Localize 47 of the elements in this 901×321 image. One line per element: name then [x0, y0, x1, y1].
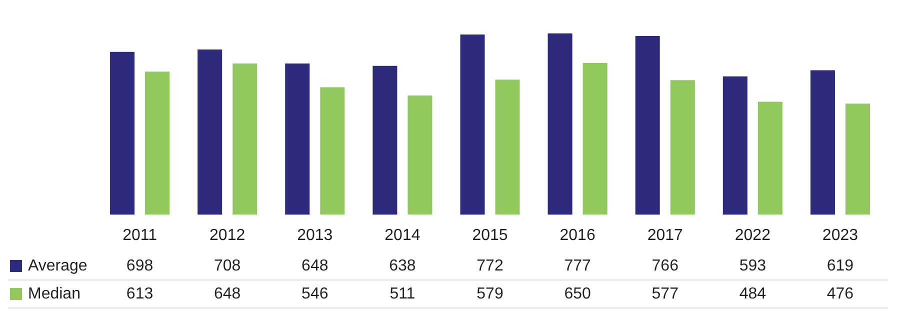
- data-label: 613: [126, 285, 154, 302]
- bar: [722, 76, 748, 215]
- data-label: 638: [389, 257, 416, 274]
- bar: [320, 87, 345, 215]
- data-label: 650: [564, 285, 591, 302]
- x-tick-label: 2022: [734, 226, 771, 244]
- data-label: 766: [652, 257, 679, 274]
- data-label: 648: [214, 285, 241, 302]
- bar: [372, 66, 398, 215]
- data-label: 593: [739, 257, 766, 274]
- x-tick-label: 2016: [560, 226, 596, 244]
- data-label: 546: [302, 285, 328, 302]
- bar: [548, 33, 572, 215]
- bar: [198, 49, 222, 215]
- legend-label: Median: [28, 285, 80, 302]
- x-tick-label: 2012: [210, 226, 246, 244]
- bar: [110, 52, 135, 215]
- x-tick-label: 2023: [822, 226, 858, 244]
- data-label: 698: [126, 257, 154, 274]
- bar: [758, 102, 782, 215]
- bar: [460, 34, 485, 215]
- data-label: 579: [476, 285, 504, 302]
- bar: [635, 36, 660, 215]
- data-label: 511: [390, 285, 416, 302]
- bar: [145, 72, 170, 215]
- data-label: 708: [214, 257, 241, 274]
- bar: [285, 63, 310, 215]
- x-tick-label: 2013: [297, 226, 333, 244]
- x-tick-label: 2017: [647, 226, 684, 244]
- bar: [582, 63, 608, 215]
- data-label: 777: [564, 257, 591, 274]
- bar: [408, 95, 432, 215]
- data-label: 648: [302, 257, 328, 274]
- data-label: 476: [826, 285, 854, 302]
- bar: [670, 80, 695, 215]
- data-label: 577: [652, 285, 679, 302]
- bar: [495, 80, 520, 215]
- legend-label: Average: [28, 257, 88, 274]
- bar: [810, 70, 835, 215]
- x-tick-label: 2015: [472, 226, 508, 244]
- data-label: 772: [476, 257, 504, 274]
- data-label: 484: [739, 285, 766, 302]
- x-tick-label: 2014: [384, 226, 420, 244]
- data-label: 619: [826, 257, 854, 274]
- bar: [232, 63, 258, 215]
- bar: [845, 104, 870, 215]
- x-tick-label: 2011: [122, 226, 158, 244]
